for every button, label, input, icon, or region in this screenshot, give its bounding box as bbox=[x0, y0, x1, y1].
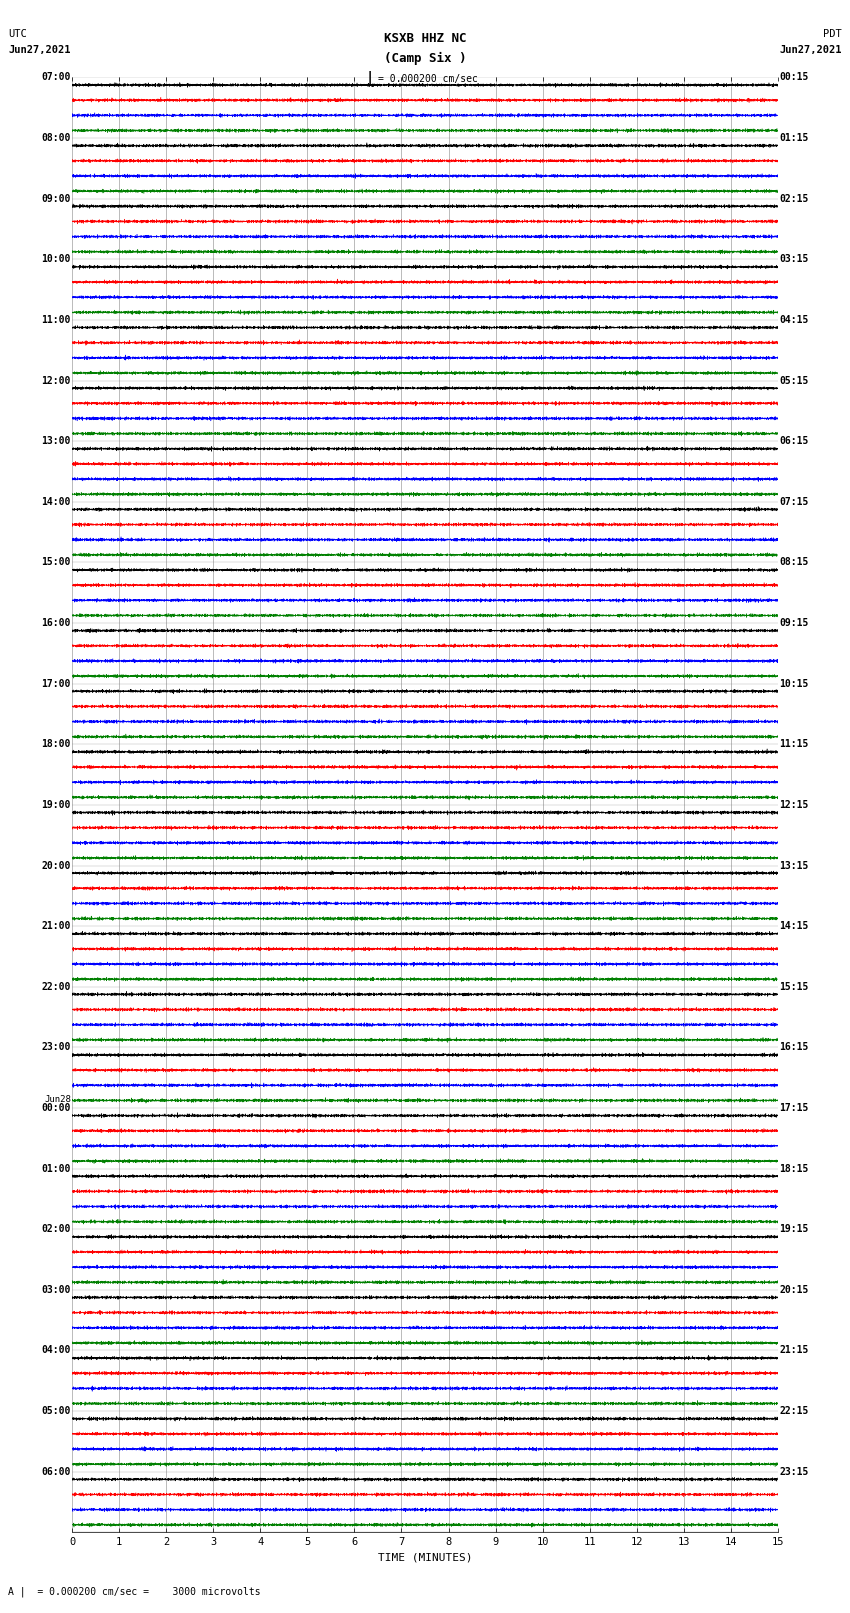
Text: KSXB HHZ NC: KSXB HHZ NC bbox=[383, 32, 467, 45]
Text: 16:00: 16:00 bbox=[42, 618, 71, 627]
Text: 12:15: 12:15 bbox=[779, 800, 808, 810]
Text: 10:00: 10:00 bbox=[42, 255, 71, 265]
Text: PDT: PDT bbox=[823, 29, 842, 39]
Text: = 0.000200 cm/sec: = 0.000200 cm/sec bbox=[378, 74, 478, 84]
Text: 08:15: 08:15 bbox=[779, 558, 808, 568]
Text: 02:00: 02:00 bbox=[42, 1224, 71, 1234]
Text: 09:00: 09:00 bbox=[42, 194, 71, 203]
Text: 03:00: 03:00 bbox=[42, 1286, 71, 1295]
Text: |: | bbox=[366, 71, 374, 85]
Text: 00:15: 00:15 bbox=[779, 73, 808, 82]
Text: 21:15: 21:15 bbox=[779, 1345, 808, 1355]
Text: 04:15: 04:15 bbox=[779, 315, 808, 324]
Text: 15:00: 15:00 bbox=[42, 558, 71, 568]
Text: 16:15: 16:15 bbox=[779, 1042, 808, 1052]
Text: 02:15: 02:15 bbox=[779, 194, 808, 203]
Text: 21:00: 21:00 bbox=[42, 921, 71, 931]
Text: 07:15: 07:15 bbox=[779, 497, 808, 506]
Text: 19:15: 19:15 bbox=[779, 1224, 808, 1234]
Text: 11:15: 11:15 bbox=[779, 739, 808, 750]
Text: 14:00: 14:00 bbox=[42, 497, 71, 506]
Text: 13:00: 13:00 bbox=[42, 436, 71, 447]
Text: 18:00: 18:00 bbox=[42, 739, 71, 750]
Text: 09:15: 09:15 bbox=[779, 618, 808, 627]
X-axis label: TIME (MINUTES): TIME (MINUTES) bbox=[377, 1553, 473, 1563]
Text: 04:00: 04:00 bbox=[42, 1345, 71, 1355]
Text: 22:15: 22:15 bbox=[779, 1407, 808, 1416]
Text: 12:00: 12:00 bbox=[42, 376, 71, 386]
Text: 18:15: 18:15 bbox=[779, 1163, 808, 1174]
Text: A |  = 0.000200 cm/sec =    3000 microvolts: A | = 0.000200 cm/sec = 3000 microvolts bbox=[8, 1587, 261, 1597]
Text: Jun27,2021: Jun27,2021 bbox=[779, 45, 842, 55]
Text: 01:00: 01:00 bbox=[42, 1163, 71, 1174]
Text: 10:15: 10:15 bbox=[779, 679, 808, 689]
Text: 22:00: 22:00 bbox=[42, 982, 71, 992]
Text: 20:00: 20:00 bbox=[42, 860, 71, 871]
Text: 15:15: 15:15 bbox=[779, 982, 808, 992]
Text: UTC: UTC bbox=[8, 29, 27, 39]
Text: 19:00: 19:00 bbox=[42, 800, 71, 810]
Text: 03:15: 03:15 bbox=[779, 255, 808, 265]
Text: 20:15: 20:15 bbox=[779, 1286, 808, 1295]
Text: 23:15: 23:15 bbox=[779, 1466, 808, 1478]
Text: Jun27,2021: Jun27,2021 bbox=[8, 45, 71, 55]
Text: 05:15: 05:15 bbox=[779, 376, 808, 386]
Text: 17:00: 17:00 bbox=[42, 679, 71, 689]
Text: 14:15: 14:15 bbox=[779, 921, 808, 931]
Text: 05:00: 05:00 bbox=[42, 1407, 71, 1416]
Text: 01:15: 01:15 bbox=[779, 132, 808, 144]
Text: 11:00: 11:00 bbox=[42, 315, 71, 324]
Text: 23:00: 23:00 bbox=[42, 1042, 71, 1052]
Text: 07:00: 07:00 bbox=[42, 73, 71, 82]
Text: Jun28: Jun28 bbox=[44, 1095, 71, 1105]
Text: 06:15: 06:15 bbox=[779, 436, 808, 447]
Text: 08:00: 08:00 bbox=[42, 132, 71, 144]
Text: 06:00: 06:00 bbox=[42, 1466, 71, 1478]
Text: 13:15: 13:15 bbox=[779, 860, 808, 871]
Text: 17:15: 17:15 bbox=[779, 1103, 808, 1113]
Text: 00:00: 00:00 bbox=[42, 1103, 71, 1113]
Text: (Camp Six ): (Camp Six ) bbox=[383, 52, 467, 65]
